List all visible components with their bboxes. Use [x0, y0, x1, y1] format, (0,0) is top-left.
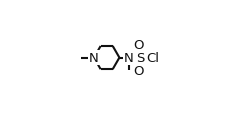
Text: O: O	[133, 65, 143, 77]
Text: N: N	[123, 52, 133, 65]
Text: N: N	[89, 52, 98, 65]
Text: Cl: Cl	[145, 52, 158, 65]
Text: O: O	[133, 39, 143, 52]
Text: S: S	[136, 52, 144, 65]
